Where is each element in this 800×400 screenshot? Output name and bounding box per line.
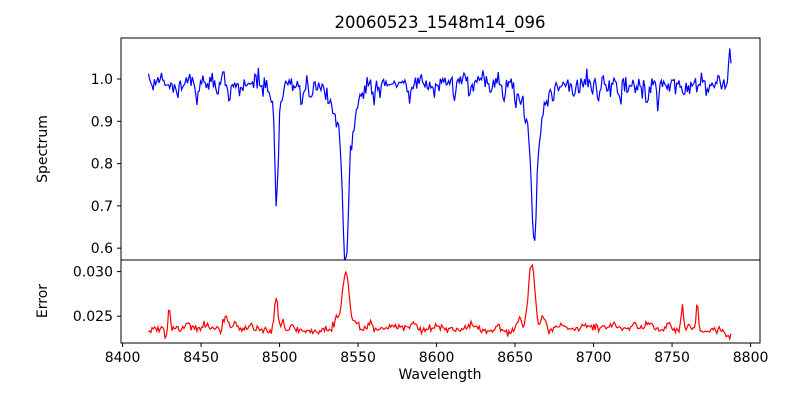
x-tick-label: 8650 xyxy=(497,350,533,366)
x-tick-label: 8550 xyxy=(340,350,376,366)
x-tick-label: 8750 xyxy=(654,350,690,366)
spectrum-line xyxy=(147,48,732,260)
y-tick-label: 0.8 xyxy=(91,157,113,173)
axes-layer: 0.6 0.7 0.8 0.9 1.0 0.025 0.030 8400 8450 8500 855… xyxy=(73,37,769,366)
error-panel-frame xyxy=(120,259,761,344)
spectrum-panel-frame xyxy=(120,37,761,261)
y-tick-label: 0.7 xyxy=(91,199,113,215)
x-axis-label: Wavelength xyxy=(398,367,481,383)
x-tick-label: 8500 xyxy=(262,350,298,366)
x-tick-label: 8450 xyxy=(183,350,219,366)
y-tick-label: 1.0 xyxy=(91,72,113,88)
chart-title: 20060523_1548m14_096 xyxy=(334,13,545,33)
series-layer xyxy=(147,48,732,342)
x-tick-label: 8700 xyxy=(576,350,612,366)
y-tick-label: 0.025 xyxy=(73,309,113,325)
y-tick-label: 0.030 xyxy=(73,265,113,281)
x-tick-label: 8400 xyxy=(105,350,141,366)
error-line xyxy=(148,263,732,342)
y-tick-label: 0.6 xyxy=(91,241,113,257)
x-tick-label: 8600 xyxy=(419,350,455,366)
y-tick-label: 0.9 xyxy=(91,114,113,130)
y-axis-label-spectrum: Spectrum xyxy=(35,115,51,183)
y-axis-label-error: Error xyxy=(35,284,51,318)
x-tick-label: 8800 xyxy=(733,350,769,366)
